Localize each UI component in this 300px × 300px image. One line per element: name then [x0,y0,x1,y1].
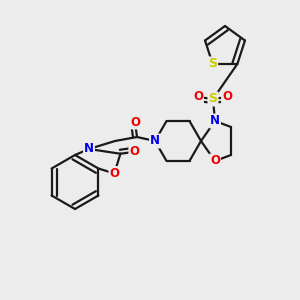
Text: S: S [208,58,217,70]
Text: O: O [210,154,220,167]
Text: O: O [130,116,140,128]
Text: O: O [110,167,119,180]
Text: N: N [150,134,160,148]
Text: O: O [193,91,203,103]
Text: O: O [222,91,232,103]
Text: N: N [84,142,94,155]
Text: N: N [210,115,220,128]
Text: S: S [208,92,217,106]
Text: O: O [129,145,140,158]
